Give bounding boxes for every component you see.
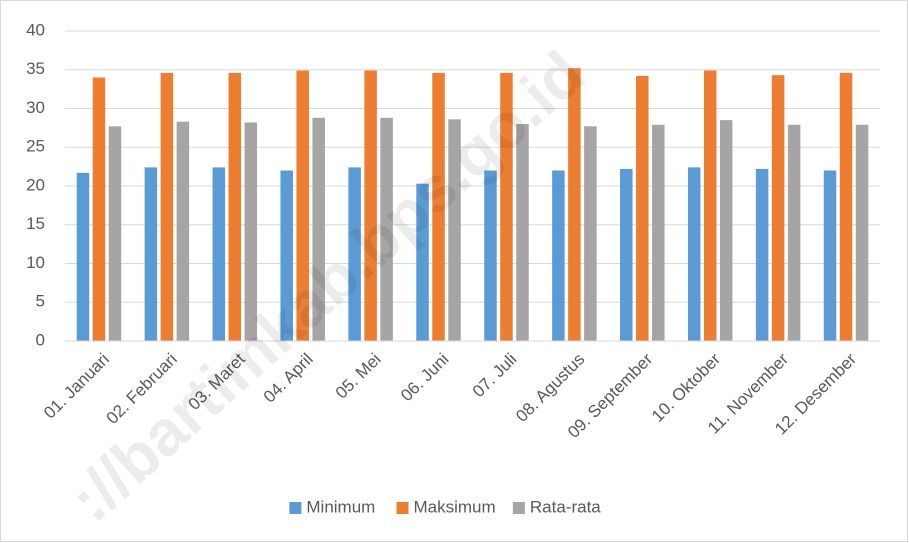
legend-swatch (289, 502, 302, 514)
bar (416, 183, 429, 341)
bar (212, 167, 226, 341)
bar (364, 70, 377, 342)
bar (687, 167, 701, 341)
bar (296, 70, 309, 342)
y-tick-label: 35 (26, 59, 45, 78)
y-tick-label: 30 (26, 98, 45, 117)
y-tick-label: 20 (26, 175, 45, 194)
y-tick-label: 0 (36, 330, 45, 349)
bar (92, 77, 106, 341)
bar (755, 168, 769, 341)
bar (787, 124, 801, 342)
bar (823, 170, 837, 341)
bar (176, 121, 190, 341)
bar (552, 170, 565, 341)
bar (108, 126, 122, 341)
legend-swatch (512, 502, 525, 514)
legend-label: Rata-rata (530, 497, 601, 516)
bar (312, 117, 325, 341)
bar (568, 68, 581, 341)
bar (380, 117, 393, 341)
bar (652, 124, 665, 342)
bar (432, 72, 445, 341)
bar (228, 72, 242, 341)
bar (719, 120, 733, 341)
y-tick-label: 15 (26, 214, 45, 233)
bar (516, 124, 529, 341)
bar (244, 122, 258, 341)
bar (855, 124, 869, 342)
bar (280, 170, 293, 341)
bar (771, 75, 785, 342)
y-tick-label: 5 (36, 292, 45, 311)
bar (144, 167, 158, 341)
bar (584, 126, 597, 341)
legend-label: Minimum (306, 497, 375, 516)
legend-label: Maksimum (414, 497, 496, 516)
y-tick-label: 10 (26, 253, 45, 272)
bar (348, 167, 361, 341)
bar (636, 75, 649, 341)
y-tick-label: 40 (26, 20, 45, 39)
bar (160, 72, 174, 341)
bar (839, 72, 853, 341)
bar (500, 72, 513, 341)
bar (703, 70, 717, 342)
bar (620, 168, 633, 341)
bar (76, 172, 90, 341)
legend-swatch (396, 502, 409, 514)
bar (448, 119, 461, 341)
bar (484, 170, 497, 341)
y-tick-label: 25 (26, 137, 45, 156)
